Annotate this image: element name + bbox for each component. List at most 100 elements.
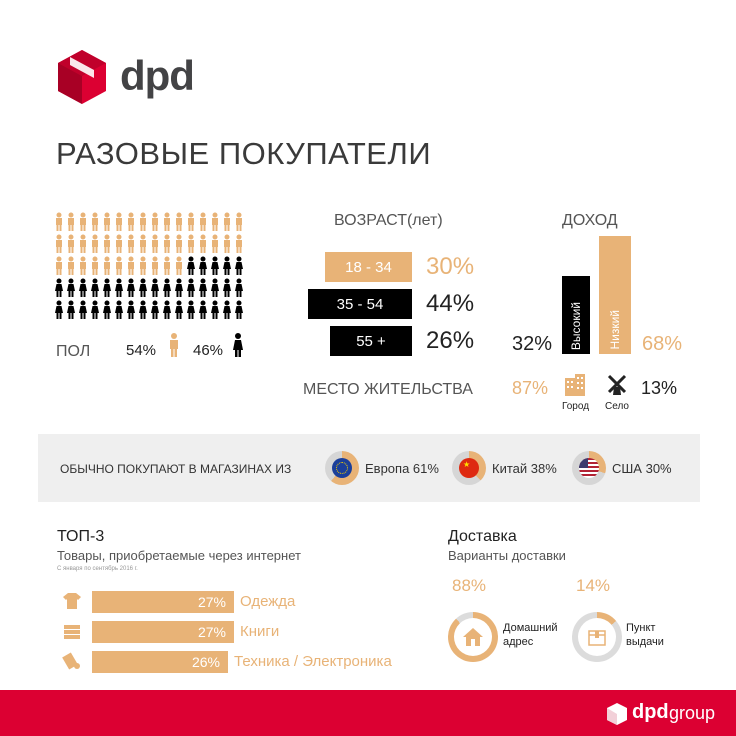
female-person-icon — [187, 300, 195, 319]
male-person-icon — [80, 256, 86, 275]
female-person-icon — [151, 278, 159, 297]
delivery-home-label-2: адрес — [503, 636, 534, 648]
female-person-icon — [67, 278, 75, 297]
male-person-icon — [176, 212, 182, 231]
income-low-pct: 68% — [642, 333, 683, 355]
female-person-icon — [175, 300, 183, 319]
shop-ring-2 — [572, 451, 606, 485]
top3-label-1: Книги — [240, 623, 280, 640]
female-person-icon — [223, 256, 231, 275]
male-person-icon — [68, 212, 74, 231]
eu-flag-icon — [332, 458, 352, 478]
income-title: ДОХОД — [562, 212, 618, 229]
top3-bar-2: 26% — [92, 651, 228, 673]
shop-ring-1: ★ — [452, 451, 486, 485]
female-person-icon — [91, 278, 99, 297]
female-person-icon — [139, 300, 147, 319]
dpd-cube-icon — [58, 50, 106, 104]
residence-city-label: Город — [562, 401, 590, 412]
female-person-icon — [79, 300, 87, 319]
male-person-icon — [164, 234, 170, 253]
male-person-icon — [176, 256, 182, 275]
shop-ring-0 — [325, 451, 359, 485]
delivery-home-ring — [448, 612, 498, 662]
female-person-icon — [199, 278, 207, 297]
male-person-icon — [92, 212, 98, 231]
top3-subtitle: Товары, приобретаемые через интернет — [57, 548, 301, 563]
female-person-icon — [211, 256, 219, 275]
age-bar-0: 18 - 34 — [325, 252, 412, 282]
residence-city-pct: 87% — [512, 378, 549, 398]
male-person-icon — [80, 212, 86, 231]
male-person-icon — [212, 234, 218, 253]
female-person-icon — [79, 278, 87, 297]
female-person-icon — [115, 278, 123, 297]
male-person-icon — [164, 212, 170, 231]
residence-village-pct: 13% — [641, 378, 678, 398]
female-person-icon — [199, 256, 207, 275]
female-person-icon — [127, 300, 135, 319]
delivery-pickup-pct: 14% — [576, 576, 611, 595]
top3-note: С января по сентябрь 2016 г. — [57, 566, 138, 572]
male-person-icon — [236, 212, 242, 231]
male-person-icon — [224, 212, 230, 231]
female-person-icon — [199, 300, 207, 319]
male-person-icon — [200, 234, 206, 253]
dpd-cube-small-icon — [607, 703, 627, 725]
male-person-icon — [104, 256, 110, 275]
female-person-icon — [115, 300, 123, 319]
windmill-icon — [607, 374, 627, 395]
house-icon — [463, 628, 483, 646]
shop-label-2: США 30% — [612, 461, 672, 476]
gender-people-grid — [55, 212, 243, 319]
female-person-icon — [223, 278, 231, 297]
age-bar-2: 55 + — [330, 326, 412, 356]
books-icon — [62, 621, 82, 641]
female-person-icon — [67, 300, 75, 319]
delivery-pickup-label-2: выдачи — [626, 636, 664, 648]
male-person-icon — [152, 256, 158, 275]
female-person-icon — [175, 278, 183, 297]
electronics-icon — [62, 651, 82, 671]
footer-brand: dpd — [632, 701, 669, 723]
top3-label-0: Одежда — [240, 593, 296, 610]
male-person-icon — [188, 212, 194, 231]
male-person-icon — [104, 234, 110, 253]
usa-flag-icon — [579, 458, 599, 478]
income-low-label: Низкий — [608, 310, 622, 350]
female-icon — [233, 333, 243, 357]
female-person-icon — [163, 300, 171, 319]
shops-label: ОБЫЧНО ПОКУПАЮТ В МАГАЗИНАХ ИЗ — [60, 462, 292, 476]
footer-group: group — [669, 703, 716, 723]
male-person-icon — [140, 212, 146, 231]
age-pct-1: 44% — [426, 290, 475, 317]
male-person-icon — [116, 234, 122, 253]
female-person-icon — [103, 300, 111, 319]
female-person-icon — [211, 300, 219, 319]
female-person-icon — [211, 278, 219, 297]
city-icon — [565, 374, 585, 396]
shop-label-0: Европа 61% — [365, 461, 439, 476]
female-person-icon — [91, 300, 99, 319]
gender-label: ПОЛ — [56, 343, 91, 360]
male-icon — [170, 333, 178, 357]
female-person-icon — [163, 278, 171, 297]
income-high-pct: 32% — [512, 333, 553, 355]
male-person-icon — [164, 256, 170, 275]
top3-bar-1: 27% — [92, 621, 234, 643]
brand-name: dpd — [120, 52, 195, 99]
male-person-icon — [92, 256, 98, 275]
package-icon — [588, 630, 606, 646]
female-person-icon — [55, 278, 63, 297]
delivery-subtitle: Варианты доставки — [448, 548, 566, 563]
male-person-icon — [56, 234, 62, 253]
male-person-icon — [212, 212, 218, 231]
age-pct-0: 30% — [426, 253, 475, 280]
male-person-icon — [176, 234, 182, 253]
female-person-icon — [103, 278, 111, 297]
female-person-icon — [187, 256, 195, 275]
tshirt-icon — [62, 591, 82, 611]
income-high-bar: Высокий — [562, 276, 590, 354]
dpd-logo — [56, 48, 108, 106]
top3-title: ТОП-3 — [57, 528, 105, 545]
